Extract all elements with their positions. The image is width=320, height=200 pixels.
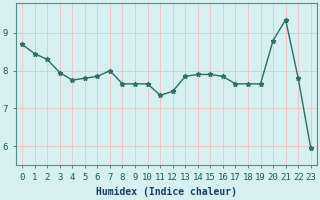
X-axis label: Humidex (Indice chaleur): Humidex (Indice chaleur) — [96, 187, 237, 197]
